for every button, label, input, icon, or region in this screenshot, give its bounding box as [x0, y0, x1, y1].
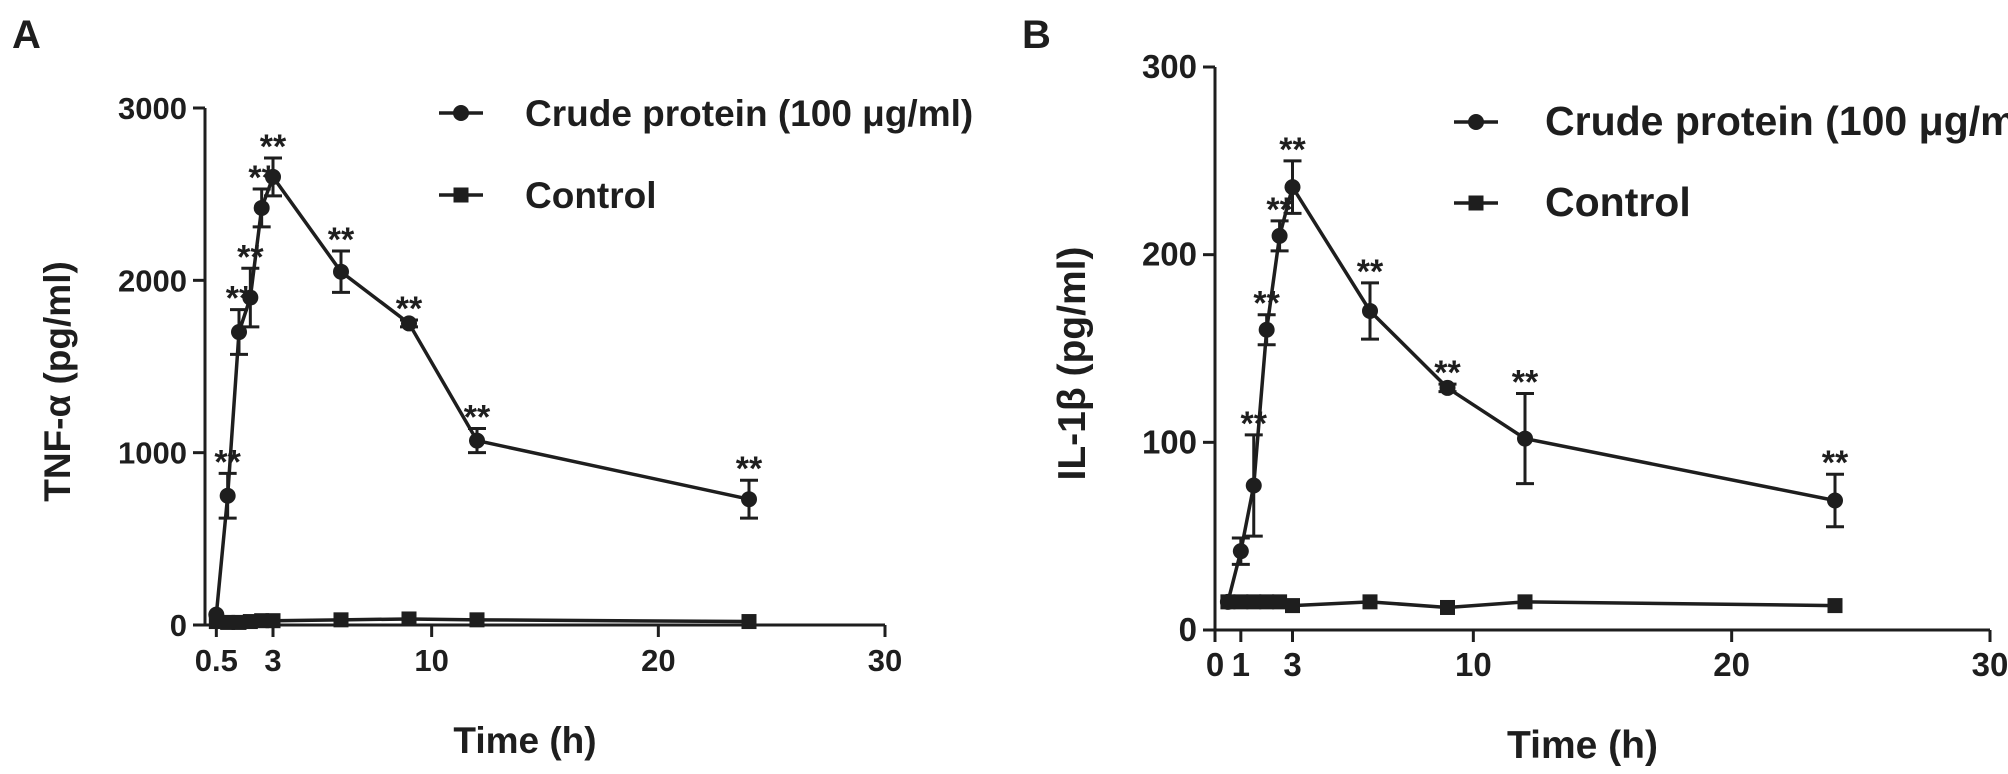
data-point [220, 614, 236, 630]
legend-marker [453, 187, 469, 203]
significance-marker: ** [1357, 253, 1384, 291]
data-point [1245, 477, 1262, 494]
legend-label: Crude protein (100 μg/ml) [1545, 98, 2008, 144]
data-point [1439, 379, 1456, 396]
data-point [253, 199, 270, 216]
data-point [1259, 594, 1275, 610]
x-tick-label: 0.5 [195, 643, 238, 678]
legend-marker [1468, 114, 1484, 130]
series-line [1226, 182, 1836, 603]
series-control: Control [1220, 179, 1843, 615]
data-point [242, 614, 258, 630]
significance-marker: ** [736, 450, 763, 488]
x-tick-label: 20 [1713, 646, 1750, 683]
x-tick-label: 10 [414, 643, 448, 678]
data-point [1827, 492, 1843, 509]
x-tick-label: 20 [641, 643, 675, 678]
significance-marker: ** [1822, 444, 1849, 482]
legend-label: Control [525, 175, 657, 216]
y-axis-title: TNF-α (pg/ml) [37, 261, 78, 502]
panel-letter: A [12, 13, 41, 57]
data-point [401, 611, 417, 627]
y-tick-label: 1000 [118, 436, 187, 471]
data-point [1285, 598, 1300, 614]
x-tick-label: 3 [264, 643, 281, 678]
data-point [333, 263, 349, 280]
data-point [1517, 430, 1533, 447]
x-tick-label: 30 [868, 643, 902, 678]
y-tick-label: 300 [1142, 48, 1197, 85]
data-point [242, 289, 259, 306]
data-point [208, 614, 224, 630]
series-control: Control [208, 175, 757, 630]
data-point [1272, 594, 1288, 610]
panel-b: B 0 100 200 300 0 1 3 10 20 30 Time (h) IL-1β (pg/ml… [1022, 13, 2008, 767]
data-point [1271, 227, 1288, 244]
data-point [741, 491, 757, 508]
x-tick-label: 10 [1455, 646, 1492, 683]
x-axis-title: Time (h) [453, 720, 596, 761]
significance-marker: ** [464, 399, 491, 437]
data-point [1362, 302, 1378, 319]
significance-marker: ** [237, 238, 264, 276]
data-point [1517, 594, 1533, 610]
data-point [1284, 179, 1301, 196]
data-point [231, 614, 247, 630]
data-point [265, 613, 281, 629]
significance-marker: ** [1253, 285, 1280, 323]
series-crude-protein: ******************Crude protein (100 μg/… [208, 93, 973, 623]
significance-marker: ** [396, 290, 423, 328]
data-point [333, 612, 349, 628]
x-tick-label: 0 [1206, 646, 1224, 683]
data-point [741, 614, 757, 630]
data-point [401, 315, 417, 332]
significance-marker: ** [1279, 131, 1306, 169]
y-tick-label: 3000 [118, 91, 187, 126]
x-tick-label: 3 [1283, 646, 1301, 683]
data-point [219, 487, 236, 504]
significance-marker: ** [260, 128, 287, 166]
significance-marker: ** [1241, 405, 1268, 443]
y-tick-label: 100 [1142, 423, 1197, 460]
x-tick-label: 30 [1972, 646, 2008, 683]
significance-marker: ** [328, 221, 355, 259]
significance-marker: ** [1512, 364, 1539, 402]
data-point [469, 612, 485, 628]
legend-marker [453, 105, 469, 121]
data-point [1362, 594, 1378, 610]
panel-letter: B [1022, 13, 1051, 57]
significance-marker: ** [1266, 191, 1293, 229]
data-point [1232, 543, 1249, 560]
data-point [1440, 599, 1455, 615]
data-point [1220, 594, 1236, 610]
data-point [1827, 598, 1843, 614]
data-point [1233, 594, 1249, 610]
y-tick-label: 2000 [118, 263, 187, 298]
y-tick-label: 0 [1179, 611, 1197, 648]
data-point [469, 432, 485, 449]
data-point [254, 613, 270, 629]
significance-marker: ** [214, 443, 241, 481]
y-axis-title: IL-1β (pg/ml) [1051, 247, 1094, 481]
legend-marker [1468, 195, 1484, 211]
panel-a: A 0 1000 2000 3000 0.5 3 10 20 30 Time (h) TNF-α (p… [12, 13, 973, 761]
data-point [265, 168, 281, 185]
x-tick-label: 1 [1232, 646, 1250, 683]
y-tick-label: 200 [1142, 236, 1197, 273]
legend-label: Control [1545, 179, 1691, 225]
series-line [214, 173, 750, 615]
series-crude-protein: ** ** ** ** ** ** ** ** Crude protein (100 μg/ml… [1219, 98, 2008, 610]
x-axis-title: Time (h) [1507, 724, 1658, 767]
data-point [1258, 321, 1275, 338]
significance-marker: ** [1434, 354, 1461, 392]
y-tick-label: 0 [170, 608, 187, 643]
data-point [1246, 594, 1262, 610]
legend-label: Crude protein (100 μg/ml) [525, 93, 973, 134]
